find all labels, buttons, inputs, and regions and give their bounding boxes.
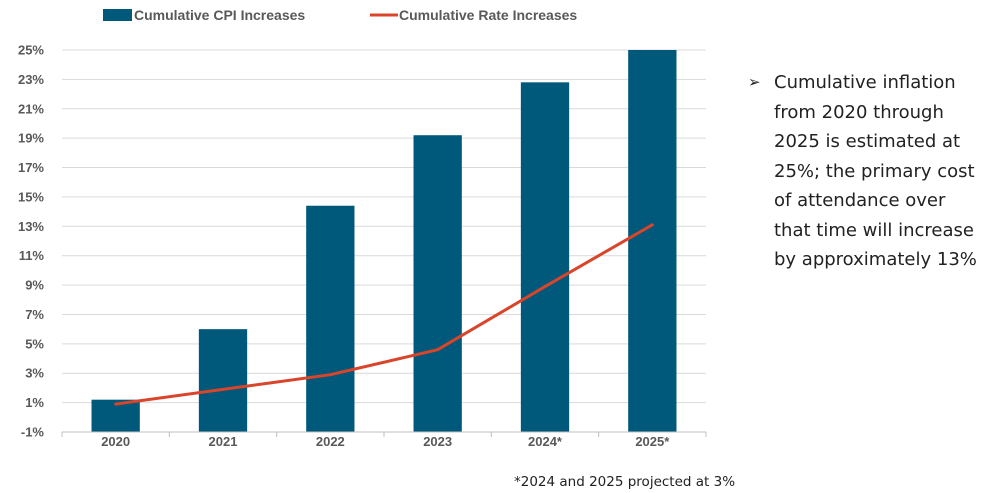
y-tick-label: 17% <box>18 160 44 175</box>
x-tick-label: 2022 <box>316 434 345 449</box>
y-tick-label: -1% <box>21 425 45 440</box>
gridlines <box>62 49 706 433</box>
x-tick-label: 2025* <box>635 434 670 449</box>
summary-text: Cumulative inflation from 2020 through 2… <box>774 72 977 270</box>
x-tick-label: 2020 <box>101 434 130 449</box>
y-tick-label: 23% <box>18 72 44 87</box>
x-tick-label: 2023 <box>423 434 452 449</box>
legend-cpi-swatch <box>103 9 132 21</box>
y-tick-label: 5% <box>25 336 44 351</box>
summary-bullet: ➢ Cumulative inflation from 2020 through… <box>748 68 980 275</box>
bar <box>413 135 462 432</box>
x-axis: 2020 2021 2022 2023 2024* 2025* <box>61 431 707 449</box>
arrow-bullet-icon: ➢ <box>748 73 761 91</box>
chart: Cumulative CPI Increases Cumulative Rate… <box>18 7 707 449</box>
rate-line <box>114 223 654 406</box>
legend-rate-label: Cumulative Rate Increases <box>399 7 577 23</box>
bar <box>306 205 355 432</box>
rate-line-path <box>114 223 654 406</box>
y-tick-label: 9% <box>25 278 44 293</box>
y-tick-label: 19% <box>18 131 44 146</box>
legend-cpi-label: Cumulative CPI Increases <box>134 7 305 23</box>
cpi-bars <box>91 50 677 433</box>
y-tick-label: 15% <box>18 189 44 204</box>
y-tick-label: 1% <box>25 395 44 410</box>
y-tick-label: 11% <box>19 248 45 263</box>
footnote: *2024 and 2025 projected at 3% <box>514 474 736 490</box>
y-tick-label: 7% <box>25 307 44 322</box>
x-tick-label: 2021 <box>209 434 238 449</box>
y-tick-label: 13% <box>18 219 44 234</box>
y-tick-label: 21% <box>18 101 44 116</box>
bar <box>628 50 677 432</box>
legend: Cumulative CPI Increases Cumulative Rate… <box>103 7 577 23</box>
y-tick-label: 25% <box>18 43 44 58</box>
bar <box>520 82 570 433</box>
y-tick-label: 3% <box>25 366 44 381</box>
y-axis: 25% 23% 21% 19% 17% 15% 13% 11% 9% 7% 5% 3% 1% -1% <box>18 43 44 440</box>
x-tick-label: 2024* <box>528 434 563 449</box>
bar <box>198 329 248 432</box>
